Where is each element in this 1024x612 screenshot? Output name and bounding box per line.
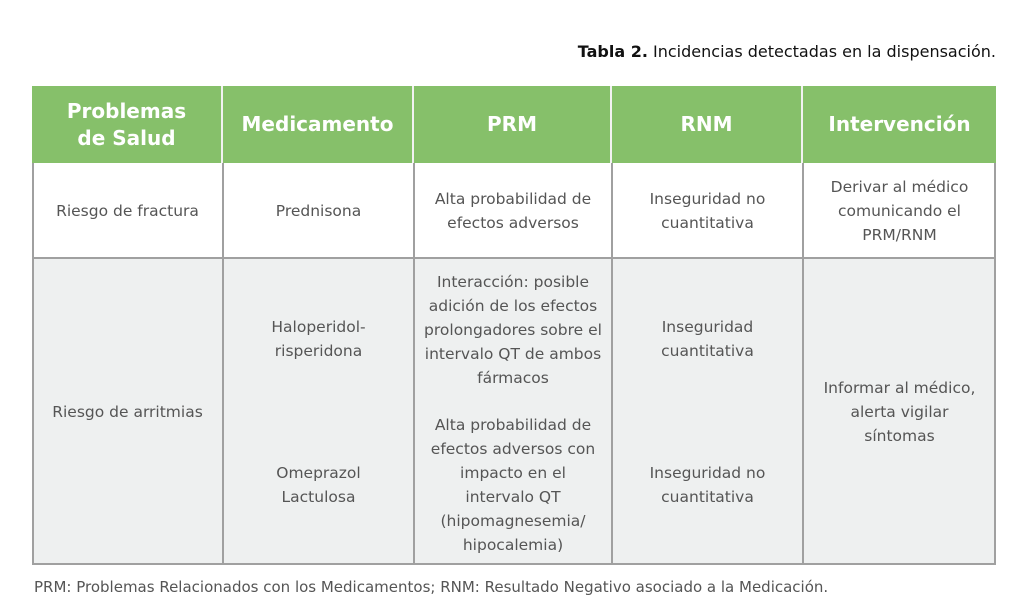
border bbox=[222, 163, 224, 565]
header-rnm: RNM bbox=[612, 86, 803, 163]
table-row bbox=[32, 163, 996, 258]
table-caption: Tabla 2. Incidencias detectadas en la di… bbox=[577, 42, 996, 61]
cell-prm: Alta probabilidad de efectos adversos co… bbox=[430, 416, 596, 554]
cell-medicamento: Haloperidol-risperidona bbox=[271, 317, 366, 360]
cell-prm: Alta probabilidad de efectos adversos bbox=[434, 189, 592, 232]
border bbox=[994, 163, 996, 565]
header-medicamento: Medicamento bbox=[223, 86, 414, 163]
incidents-table: Problemas de Salud Medicamento PRM RNM I… bbox=[32, 86, 996, 565]
cell-problema: Riesgo de arritmias bbox=[52, 402, 203, 421]
header-problemas: Problemas de Salud bbox=[32, 86, 223, 163]
header-prm: PRM bbox=[414, 86, 612, 163]
cell-problema: Riesgo de fractura bbox=[56, 201, 199, 220]
cell-medicamento: Prednisona bbox=[275, 201, 362, 220]
cell-medicamento: Omeprazol Lactulosa bbox=[276, 463, 361, 506]
border bbox=[32, 163, 34, 565]
cell-intervencion: Derivar al médico comunicando el PRM/RNM bbox=[830, 177, 969, 244]
border bbox=[32, 257, 996, 259]
table-row bbox=[32, 258, 996, 565]
footnote: PRM: Problemas Relacionados con los Medi… bbox=[34, 578, 829, 596]
border bbox=[611, 163, 613, 565]
border bbox=[32, 563, 996, 565]
cell-rnm: Inseguridad cuantitativa bbox=[661, 317, 754, 360]
cell-rnm: Inseguridad no cuantitativa bbox=[649, 189, 766, 232]
header-intervencion: Intervención bbox=[803, 86, 996, 163]
cell-rnm: Inseguridad no cuantitativa bbox=[649, 463, 766, 506]
cell-intervencion: Informar al médico, alerta vigilar sínto… bbox=[823, 378, 976, 445]
border bbox=[802, 163, 804, 565]
border bbox=[413, 163, 415, 565]
cell-prm: Interacción: posible adición de los efec… bbox=[424, 273, 602, 387]
